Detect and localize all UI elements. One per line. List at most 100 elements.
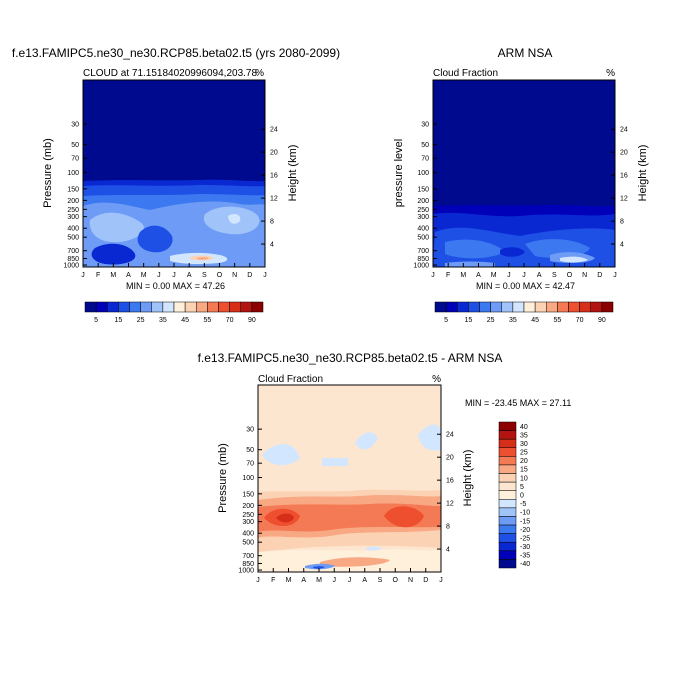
y-tick-label: 700 <box>242 553 254 560</box>
y-tick-label: 300 <box>417 214 429 221</box>
x-tick-label: N <box>232 272 237 279</box>
colorbar-swatch <box>434 301 447 313</box>
colorbar-label: 90 <box>248 317 256 324</box>
y-right-tick-label: 16 <box>620 173 628 180</box>
colorbar-swatch <box>498 438 517 449</box>
colorbar-swatch <box>498 550 517 560</box>
colorbar-swatch <box>84 301 97 313</box>
y-tick-label: 850 <box>417 256 429 263</box>
y-tick-label: 250 <box>242 512 254 519</box>
y-right-tick-label: 24 <box>620 127 628 134</box>
panel-diff-ylabel: Pressure (mb) <box>217 443 229 513</box>
y-tick-label: 50 <box>246 447 254 454</box>
x-tick-label: S <box>378 577 383 584</box>
colorbar-label: 45 <box>531 317 539 324</box>
y-tick-label: 70 <box>421 156 429 163</box>
y-tick-label: 500 <box>417 235 429 242</box>
panel-arm: ARM NSA Cloud Fraction % pressure level … <box>393 46 649 324</box>
panel-diff-title: f.e13.FAMIPC5.ne30_ne30.RCP85.beta02.t5 … <box>198 351 503 365</box>
y-right-tick-label: 4 <box>620 242 624 249</box>
colorbar-swatch <box>512 301 525 313</box>
x-tick-label: J <box>256 577 260 584</box>
panel-diff-subtitle: Cloud Fraction <box>258 374 323 385</box>
x-tick-label: D <box>247 272 252 279</box>
panel-diff-units: % <box>432 374 441 385</box>
panel-arm-plot <box>432 79 616 268</box>
y-tick-label: 70 <box>71 156 79 163</box>
y-right-tick-label: 16 <box>446 478 454 485</box>
colorbar-swatch <box>479 301 491 313</box>
x-tick-label: A <box>362 577 367 584</box>
colorbar-label: 5 <box>444 317 448 324</box>
colorbar-label: 70 <box>226 317 234 324</box>
panel-diff-stats: MIN = -23.45 MAX = 27.11 <box>465 398 571 408</box>
colorbar-swatch <box>498 447 517 457</box>
colorbar-swatch <box>95 301 108 313</box>
x-tick-label: N <box>582 272 587 279</box>
x-tick-label: J <box>333 577 337 584</box>
colorbar-label: -20 <box>520 527 530 534</box>
x-tick-label: O <box>567 272 573 279</box>
x-tick-label: M <box>286 577 292 584</box>
y-tick-label: 100 <box>242 475 254 482</box>
x-tick-label: D <box>597 272 602 279</box>
panel-arm-stats: MIN = 0.00 MAX = 42.47 <box>476 281 575 291</box>
y-tick-label: 700 <box>417 248 429 255</box>
y-right-tick-label: 20 <box>620 150 628 157</box>
y-right-tick-label: 8 <box>620 219 624 226</box>
panel-arm-units: % <box>606 68 615 79</box>
y-tick-label: 1000 <box>63 263 79 270</box>
x-tick-label: D <box>423 577 428 584</box>
y-tick-label: 150 <box>67 186 79 193</box>
colorbar-label: 55 <box>553 317 561 324</box>
y-right-tick-label: 24 <box>270 127 278 134</box>
colorbar-label: 15 <box>464 317 472 324</box>
x-tick-label: J <box>507 272 511 279</box>
x-tick-label: J <box>613 272 617 279</box>
y-right-tick-label: 24 <box>446 432 454 439</box>
y-tick-label: 850 <box>67 256 79 263</box>
x-tick-label: J <box>157 272 161 279</box>
colorbar-swatch <box>498 516 517 526</box>
colorbar-label: 0 <box>520 493 524 500</box>
y-right-tick-label: 4 <box>446 547 450 554</box>
colorbar-swatch <box>498 533 517 543</box>
colorbar-swatch <box>490 301 502 313</box>
panel-model-ylabel: Pressure (mb) <box>42 138 54 208</box>
colorbar-swatch <box>590 301 603 313</box>
y-tick-label: 200 <box>417 198 429 205</box>
colorbar-swatch <box>498 421 517 431</box>
y-tick-label: 400 <box>242 531 254 538</box>
panel-arm-subtitle: Cloud Fraction <box>433 68 498 79</box>
colorbar-label: 15 <box>114 317 122 324</box>
colorbar-swatch <box>196 301 208 313</box>
x-tick-label: M <box>141 272 147 279</box>
panel-diff-plot <box>257 384 442 573</box>
colorbar-label: -10 <box>520 510 530 517</box>
colorbar-swatch <box>498 456 517 466</box>
y-tick-label: 500 <box>67 235 79 242</box>
x-tick-label: A <box>187 272 192 279</box>
colorbar-swatch <box>107 301 119 313</box>
colorbar-swatch <box>140 301 152 313</box>
x-tick-label: J <box>431 272 435 279</box>
colorbar-swatch <box>445 301 458 313</box>
x-tick-label: M <box>491 272 497 279</box>
y-tick-label: 150 <box>417 186 429 193</box>
colorbar-label: -40 <box>520 561 530 568</box>
y-right-tick-label: 12 <box>446 501 454 508</box>
colorbar-label: 25 <box>520 450 528 457</box>
y-right-tick-label: 20 <box>446 455 454 462</box>
y-tick-label: 100 <box>67 170 79 177</box>
panel-model-units: % <box>255 68 264 79</box>
y-tick-label: 200 <box>242 503 254 510</box>
panel-arm-ylabel-right: Height (km) <box>637 145 649 202</box>
x-tick-label: F <box>446 272 450 279</box>
colorbar-label: 35 <box>520 432 528 439</box>
y-tick-label: 30 <box>246 427 254 434</box>
